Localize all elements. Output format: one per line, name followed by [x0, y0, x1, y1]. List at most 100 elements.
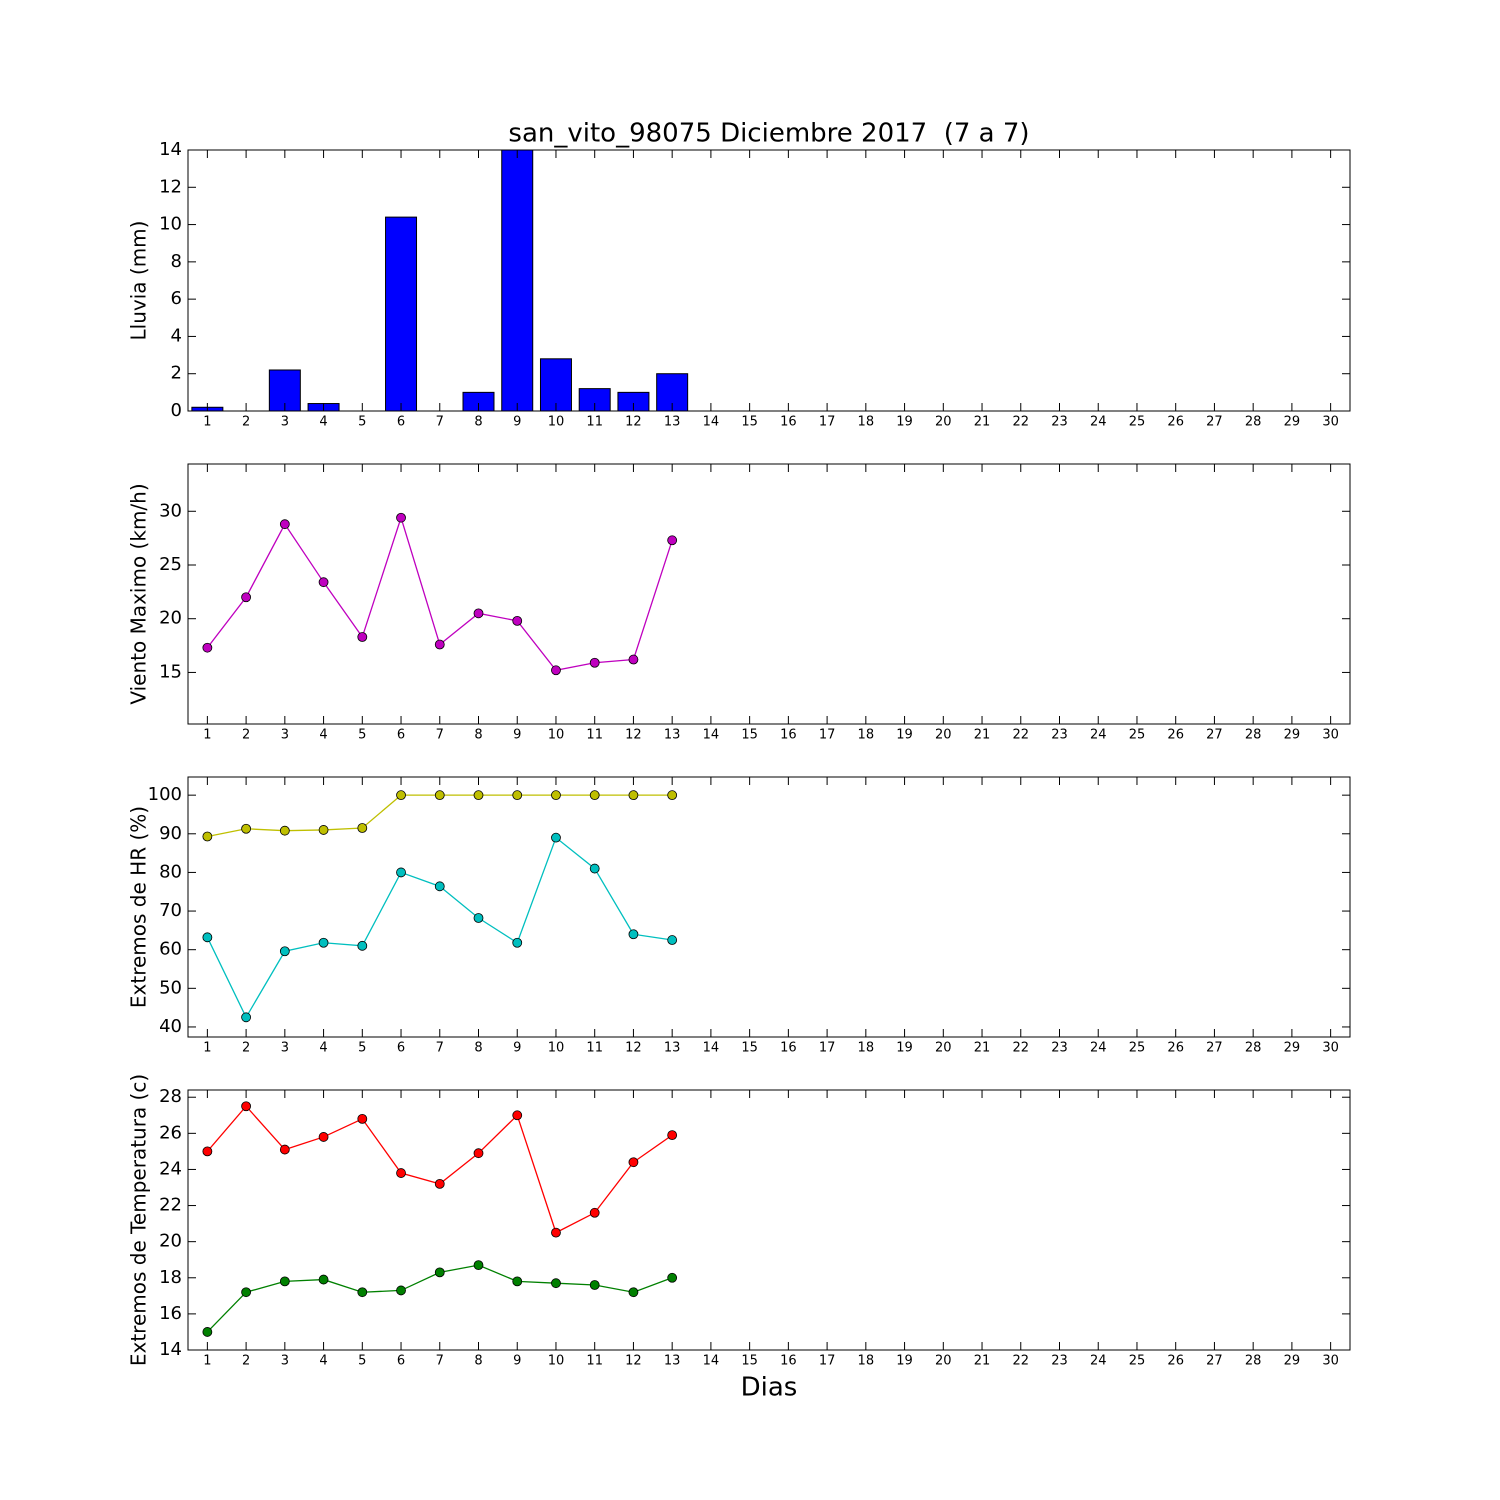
marker [473, 1260, 484, 1271]
x-tick-label: 28 [1245, 1354, 1262, 1369]
bar [501, 150, 534, 411]
x-tick-label: 8 [474, 728, 482, 743]
x-tick-label: 27 [1206, 728, 1223, 743]
bar [539, 358, 572, 411]
x-tick-label: 10 [548, 415, 565, 430]
x-tick-label: 15 [741, 415, 758, 430]
y-tick-label: 8 [171, 251, 182, 272]
axes-frame [187, 1089, 1351, 1351]
x-tick-label: 4 [319, 415, 327, 430]
y-tick-label: 100 [148, 784, 182, 805]
x-tick-label: 26 [1167, 1354, 1184, 1369]
y-axis-label: Lluvia (mm) [127, 221, 151, 341]
bar [462, 391, 495, 411]
marker [512, 1276, 523, 1287]
x-tick-label: 7 [436, 1354, 444, 1369]
marker [628, 929, 639, 940]
x-tick-label: 18 [858, 1041, 875, 1056]
x-tick-label: 13 [664, 728, 681, 743]
x-tick-label: 1 [203, 728, 211, 743]
x-tick-label: 29 [1284, 415, 1301, 430]
marker [202, 1327, 213, 1337]
marker [667, 790, 678, 801]
x-tick-label: 14 [703, 728, 720, 743]
y-tick-label: 50 [159, 977, 182, 998]
x-tick-label: 23 [1051, 1354, 1068, 1369]
x-axis-label: Dias [741, 1373, 798, 1403]
x-tick-label: 19 [896, 728, 913, 743]
marker [589, 863, 600, 874]
x-tick-label: 19 [896, 415, 913, 430]
marker [589, 790, 600, 801]
x-tick-label: 10 [548, 1041, 565, 1056]
y-tick-label: 22 [159, 1195, 182, 1216]
y-axis-label: Extremos de Temperatura (c) [127, 1074, 151, 1366]
marker [396, 512, 406, 523]
x-tick-label: 6 [397, 1354, 405, 1369]
x-tick-label: 6 [397, 415, 405, 430]
marker [279, 519, 290, 530]
marker [589, 1207, 600, 1218]
marker [318, 825, 329, 835]
x-tick-label: 7 [436, 1041, 444, 1056]
marker [512, 937, 523, 948]
marker [667, 535, 678, 546]
x-tick-label: 15 [741, 1354, 758, 1369]
marker [551, 1278, 561, 1289]
marker [551, 665, 561, 676]
x-tick-label: 1 [203, 1041, 211, 1056]
axes-frame [187, 149, 1351, 412]
x-tick-label: 20 [935, 415, 952, 430]
bar [617, 391, 650, 411]
x-tick-label: 8 [474, 1354, 482, 1369]
marker [667, 1272, 678, 1283]
x-tick-label: 28 [1245, 415, 1262, 430]
marker [279, 946, 290, 957]
marker [396, 867, 406, 878]
x-tick-label: 11 [586, 1354, 603, 1369]
x-tick-label: 17 [819, 415, 836, 430]
x-tick-label: 12 [625, 415, 642, 430]
y-tick-label: 20 [159, 608, 182, 629]
marker [473, 790, 484, 801]
y-axis-label: Extremos de HR (%) [127, 806, 151, 1008]
x-tick-label: 18 [858, 1354, 875, 1369]
x-tick-label: 5 [358, 415, 366, 430]
marker [551, 1227, 561, 1238]
x-tick-label: 5 [358, 728, 366, 743]
x-tick-label: 9 [513, 1041, 521, 1056]
x-tick-label: 5 [358, 1354, 366, 1369]
marker [434, 790, 445, 801]
x-tick-label: 13 [664, 415, 681, 430]
marker [202, 831, 213, 842]
series-line [207, 794, 673, 838]
x-tick-label: 27 [1206, 1354, 1223, 1369]
x-tick-label: 17 [819, 1354, 836, 1369]
y-tick-label: 26 [159, 1122, 182, 1143]
marker [357, 1287, 368, 1298]
x-tick-label: 7 [436, 415, 444, 430]
marker [202, 642, 213, 653]
marker [434, 1178, 445, 1189]
series-line [206, 836, 673, 1019]
y-tick-label: 24 [159, 1158, 182, 1179]
y-axis-label: Viento Maximo (km/h) [127, 483, 151, 704]
marker [318, 937, 329, 948]
x-tick-label: 9 [513, 728, 521, 743]
x-tick-label: 19 [896, 1041, 913, 1056]
x-tick-label: 28 [1245, 1041, 1262, 1056]
marker [396, 790, 406, 801]
x-tick-label: 26 [1167, 728, 1184, 743]
marker [396, 1285, 406, 1296]
x-tick-label: 3 [281, 415, 289, 430]
y-tick-label: 15 [159, 661, 182, 682]
x-tick-label: 30 [1322, 728, 1339, 743]
marker [241, 1101, 252, 1112]
x-tick-label: 4 [319, 1354, 327, 1369]
x-tick-label: 22 [1012, 728, 1029, 743]
x-tick-label: 8 [474, 415, 482, 430]
x-tick-label: 27 [1206, 1041, 1223, 1056]
y-tick-label: 10 [159, 214, 182, 235]
x-tick-label: 5 [358, 1041, 366, 1056]
